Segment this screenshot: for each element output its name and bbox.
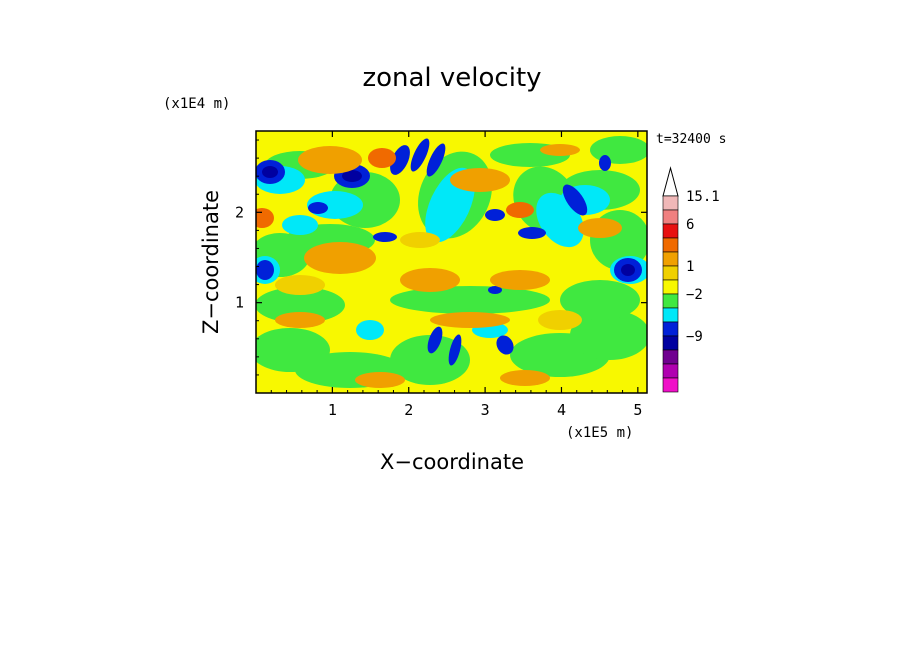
contour-region <box>570 310 647 360</box>
contour-region <box>562 184 588 216</box>
contour-region <box>448 334 462 366</box>
contour-region <box>262 166 278 178</box>
contour-region <box>400 232 440 248</box>
contour-region <box>450 168 510 192</box>
contour-region <box>496 335 514 355</box>
contour-region <box>304 242 376 274</box>
contour-region <box>538 310 582 330</box>
contour-region <box>308 202 328 214</box>
colorbar-tick-label: 15.1 <box>686 189 720 205</box>
x-tick-label: 5 <box>633 401 642 419</box>
contour-region <box>298 146 362 174</box>
chart-title: zonal velocity <box>362 63 541 93</box>
colorbar-band <box>662 335 679 351</box>
contour-region <box>256 260 274 280</box>
colorbar-tick-label: −2 <box>686 287 703 303</box>
colorbar-band <box>662 321 679 337</box>
contour-region <box>490 270 550 290</box>
contour-region <box>506 202 534 218</box>
colorbar-band <box>662 293 679 309</box>
contour-region <box>485 209 505 221</box>
time-label: t=32400 s <box>656 132 726 147</box>
contour-region <box>540 144 580 156</box>
x-tick-label: 1 <box>328 401 337 419</box>
x-tick-label: 4 <box>557 401 566 419</box>
colorbar-band <box>662 279 679 295</box>
y-tick-label: 1 <box>235 294 244 312</box>
contour-region <box>518 227 546 239</box>
colorbar-band <box>662 363 679 379</box>
contour-region <box>578 218 622 238</box>
y-axis: 12 <box>235 139 647 376</box>
contour-region <box>430 312 510 328</box>
contour-region <box>590 136 647 164</box>
colorbar-band <box>662 377 679 393</box>
contour-region <box>282 215 318 235</box>
contour-region <box>400 268 460 292</box>
colorbar-extend-arrow <box>662 166 679 197</box>
plot-area <box>256 131 647 393</box>
contour-region <box>368 148 396 168</box>
contour-region <box>275 312 325 328</box>
colorbar-band <box>662 209 679 225</box>
contour-region <box>390 335 470 385</box>
contour-region <box>426 143 446 177</box>
colorbar-tick-label: 6 <box>686 217 694 233</box>
x-axis: 1 2 3 4 5 <box>270 131 642 419</box>
x-tick-label: 3 <box>481 401 490 419</box>
contour-region <box>275 275 325 295</box>
contour-region <box>390 145 410 175</box>
x-tick-label: 2 <box>404 401 413 419</box>
contour-region <box>500 370 550 386</box>
colorbar-band <box>662 265 679 281</box>
contour-region <box>560 280 640 320</box>
y-unit-label: (x1E4 m) <box>163 96 230 112</box>
colorbar-band <box>662 349 679 365</box>
colorbar-band <box>662 237 679 253</box>
contour-region <box>599 155 611 171</box>
y-axis-label: Z−coordinate <box>199 190 223 334</box>
colorbar-band <box>662 223 679 239</box>
contour-region <box>356 320 384 340</box>
colorbar-band <box>662 195 679 211</box>
x-axis-label: X−coordinate <box>380 450 524 474</box>
contour-region <box>390 286 550 314</box>
contour-region <box>410 138 430 172</box>
colorbar-band <box>662 251 679 267</box>
contour-region <box>256 208 274 228</box>
y-tick-label: 2 <box>235 203 244 221</box>
contour-region <box>256 287 345 323</box>
colorbar-band <box>662 307 679 323</box>
colorbar-tick-label: 1 <box>686 259 694 275</box>
contour-region <box>427 326 443 354</box>
colorbar-tick-label: −9 <box>686 329 703 345</box>
colorbar: 15.1 6 1 −2 −9 <box>662 166 720 393</box>
contour-region <box>488 286 502 294</box>
contour-region <box>342 170 362 182</box>
contour-region <box>373 232 397 242</box>
plot-frame <box>255 130 648 394</box>
x-unit-label: (x1E5 m) <box>566 425 633 441</box>
contour-region <box>621 264 635 276</box>
contour-region <box>355 372 405 388</box>
